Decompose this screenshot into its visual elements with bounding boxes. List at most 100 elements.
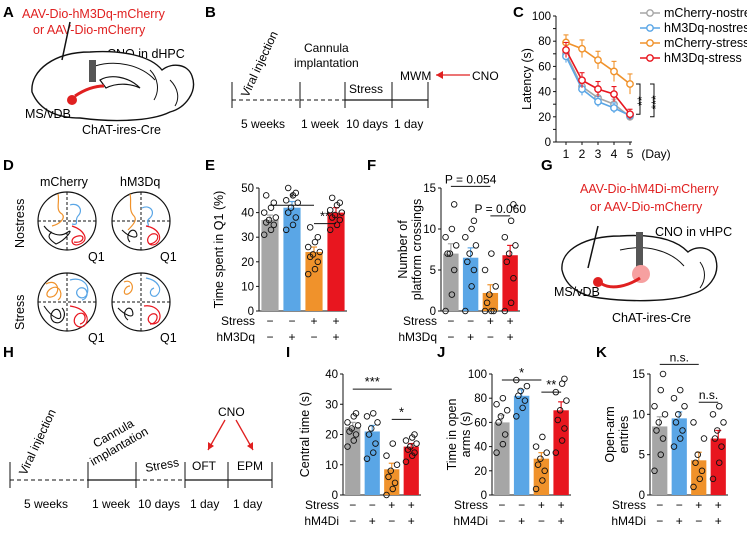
panelI-bar-3 <box>403 446 419 495</box>
injection-site-g <box>593 277 603 287</box>
panelJ-dot <box>556 407 564 414</box>
panelK-dot <box>657 386 665 394</box>
panelI-bar-0 <box>345 426 361 495</box>
panelK-dot <box>681 403 688 410</box>
panel-label-h: H <box>3 344 14 361</box>
panelI-drug-sign: + <box>369 514 376 528</box>
panelE-dot <box>289 221 297 229</box>
panelI-row-label-stress: Stress <box>305 498 339 512</box>
pool-mcherry-nostress <box>37 191 97 251</box>
panelI-dot <box>389 440 397 447</box>
panelF-bar-3 <box>502 255 518 311</box>
panelI-y-tick-label: 40 <box>325 369 338 381</box>
panel-a-mouse-label: ChAT-ires-Cre <box>82 123 161 137</box>
timeline-h-dur4: 1 day <box>190 497 219 511</box>
panelE-dot <box>336 199 344 207</box>
panelJ-dot <box>552 449 560 456</box>
panelE-dot <box>311 238 319 246</box>
panelJ-stress-sign: − <box>498 498 505 512</box>
c-data-point <box>578 44 586 53</box>
panelF-dot <box>470 266 478 274</box>
c-legend-label: mCherry-stress <box>664 36 747 50</box>
panelI-dot <box>402 437 410 444</box>
panelJ-y-axis-label: Time in open <box>445 399 459 471</box>
panelE-bar-3 <box>327 212 345 311</box>
cannula-icon-g <box>636 232 643 270</box>
panelE-dot <box>311 265 319 273</box>
panelE-dot <box>267 226 275 234</box>
panel-label-g: G <box>541 157 553 174</box>
panelJ-dot <box>541 467 548 475</box>
panel-a-virus-line1: AAV-Dio-hM3Dq-mCherry <box>22 7 166 21</box>
panelI-dot <box>413 440 420 447</box>
panelE-dot <box>314 258 322 266</box>
panelI-dot <box>350 437 358 444</box>
panel-a-schematic: AAV-Dio-hM3Dq-mCherry or AAV-Dio-mCherry… <box>22 7 195 137</box>
panelJ-dot <box>561 425 568 432</box>
panelK-y-tick-label: 5 <box>639 450 645 462</box>
panelJ-dot <box>513 413 520 420</box>
panelK-bar-3 <box>710 438 726 495</box>
panelJ-dot <box>561 375 568 383</box>
panelF-dot <box>481 266 489 274</box>
panelJ-dot <box>519 404 526 412</box>
panelI-drug-sign: − <box>388 514 395 528</box>
panelE-dot <box>270 221 278 229</box>
panelF-sig-label-1: P = 0.060 <box>475 202 527 216</box>
panelI-dot <box>368 425 375 432</box>
c-x-tick-label: 3 <box>595 147 602 161</box>
c-data-point <box>578 76 586 85</box>
panelJ-drug-sign: − <box>498 514 505 528</box>
panelE-y-tick-label: 20 <box>241 257 254 269</box>
panel-h-timeline: Viral injection Cannula implantation Str… <box>9 405 273 511</box>
panelF-y-axis-label: Number of <box>396 220 410 279</box>
panelK-dot <box>675 411 682 418</box>
timeline-b-dur3: 10 days <box>346 117 388 131</box>
panelJ-y-tick-label: 40 <box>474 442 487 454</box>
panelK-dot <box>670 394 678 402</box>
panelJ-y-tick-label: 20 <box>474 466 487 478</box>
panelI-y-tick-label: 10 <box>325 460 338 472</box>
panel-d-q1-2: Q1 <box>160 250 177 264</box>
panelE-dot <box>284 209 292 216</box>
panelI-dot <box>411 449 418 456</box>
panel-label-d: D <box>3 157 14 174</box>
panelK-dot <box>661 411 669 418</box>
panelJ-dot <box>539 477 546 484</box>
panelJ-dot <box>563 397 570 404</box>
timeline-b-step-implant: implantation <box>294 56 359 70</box>
panel-d-col-mcherry: mCherry <box>40 175 89 189</box>
panelE-dot <box>314 233 322 241</box>
panelE-dot <box>304 270 312 278</box>
panelJ-drug-sign: + <box>558 514 565 528</box>
c-y-axis-label: Latency (s) <box>520 48 534 110</box>
panelI-dot <box>391 479 399 487</box>
c-x-tick-label: 2 <box>579 147 586 161</box>
panelI-sig-label-0: *** <box>365 374 380 389</box>
panelE-y-axis-label: Time spent in Q1 (%) <box>212 191 226 309</box>
panelF-drug-sign: − <box>447 330 454 344</box>
panelJ-bar-1 <box>513 395 530 495</box>
panelE-drug-sign: − <box>266 330 273 344</box>
panelK-dot <box>714 427 721 434</box>
panelJ-dot <box>521 397 529 404</box>
panelK-dot <box>692 459 699 466</box>
panelK-dot <box>670 443 678 450</box>
panelE-bar-0 <box>261 219 279 311</box>
panel-e-q1-time-chart: 0 10 20 30 40 50 Time spent in Q1 (%) − − − + + − + + S… <box>212 183 347 344</box>
panelF-stress-sign: − <box>467 314 474 328</box>
panelE-dot <box>309 251 317 258</box>
panel-label-e: E <box>205 157 215 174</box>
panelE-y-tick-label: 30 <box>241 232 254 244</box>
panelI-dot <box>363 455 371 462</box>
c-data-point <box>610 67 618 76</box>
panelE-dot <box>292 189 300 197</box>
panelF-row-label-stress: Stress <box>403 314 437 328</box>
cno-arrowhead-epm <box>247 442 253 450</box>
panelF-row-label-drug: hM3Dq <box>398 330 437 344</box>
panelF-dot <box>481 307 489 315</box>
panelF-bar-0 <box>443 253 459 311</box>
panelJ-dot <box>537 455 544 462</box>
